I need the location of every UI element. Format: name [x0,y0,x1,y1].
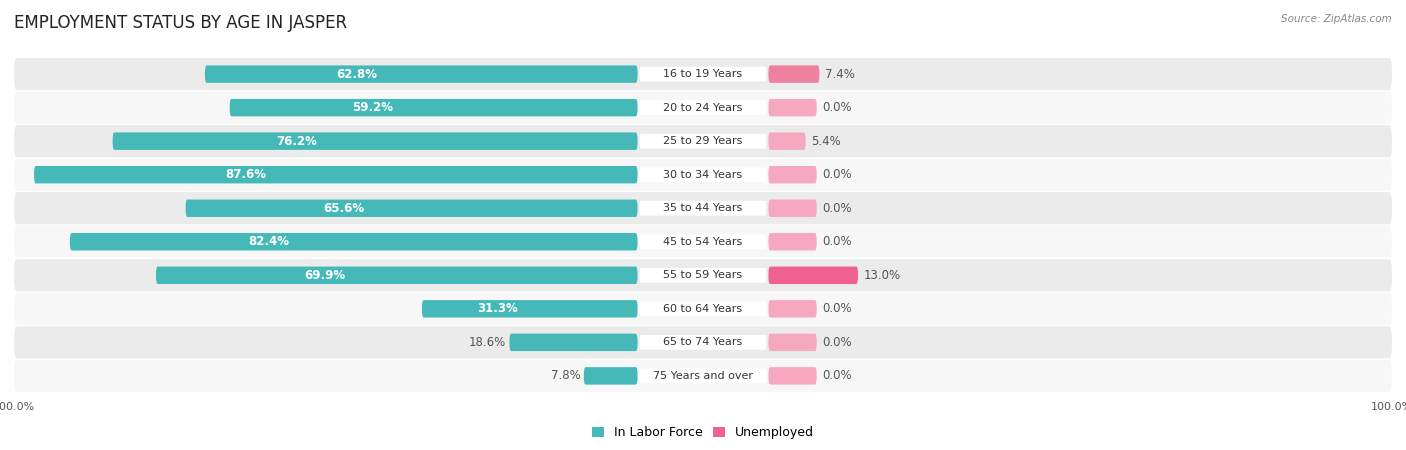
FancyBboxPatch shape [422,300,637,318]
Text: 0.0%: 0.0% [823,235,852,248]
FancyBboxPatch shape [769,99,817,117]
FancyBboxPatch shape [640,335,766,350]
Text: 7.4%: 7.4% [825,68,855,81]
FancyBboxPatch shape [14,326,1392,359]
FancyBboxPatch shape [14,58,1392,90]
Text: 0.0%: 0.0% [823,369,852,382]
Text: 7.8%: 7.8% [551,369,581,382]
Text: 0.0%: 0.0% [823,202,852,215]
FancyBboxPatch shape [583,367,637,385]
Text: 5.4%: 5.4% [811,135,841,148]
FancyBboxPatch shape [640,369,766,383]
FancyBboxPatch shape [769,166,817,184]
Text: 13.0%: 13.0% [863,269,901,282]
Text: 20 to 24 Years: 20 to 24 Years [664,103,742,112]
Text: 65 to 74 Years: 65 to 74 Years [664,338,742,347]
Text: 69.9%: 69.9% [304,269,344,282]
FancyBboxPatch shape [112,132,637,150]
Text: 35 to 44 Years: 35 to 44 Years [664,203,742,213]
FancyBboxPatch shape [640,201,766,216]
Text: 25 to 29 Years: 25 to 29 Years [664,136,742,146]
Text: 18.6%: 18.6% [468,336,506,349]
FancyBboxPatch shape [769,333,817,351]
FancyBboxPatch shape [14,192,1392,225]
FancyBboxPatch shape [70,233,637,251]
Text: 0.0%: 0.0% [823,302,852,315]
Text: 45 to 54 Years: 45 to 54 Years [664,237,742,247]
Text: 76.2%: 76.2% [276,135,316,148]
Text: Source: ZipAtlas.com: Source: ZipAtlas.com [1281,14,1392,23]
FancyBboxPatch shape [640,67,766,81]
Text: 59.2%: 59.2% [352,101,392,114]
FancyBboxPatch shape [229,99,637,117]
Text: 0.0%: 0.0% [823,336,852,349]
FancyBboxPatch shape [769,367,817,385]
FancyBboxPatch shape [14,225,1392,258]
FancyBboxPatch shape [14,158,1392,191]
Text: 16 to 19 Years: 16 to 19 Years [664,69,742,79]
Text: 60 to 64 Years: 60 to 64 Years [664,304,742,314]
FancyBboxPatch shape [14,125,1392,157]
Text: 0.0%: 0.0% [823,101,852,114]
FancyBboxPatch shape [509,333,637,351]
FancyBboxPatch shape [14,293,1392,325]
FancyBboxPatch shape [186,199,637,217]
FancyBboxPatch shape [14,259,1392,292]
Text: 87.6%: 87.6% [225,168,266,181]
FancyBboxPatch shape [640,134,766,149]
FancyBboxPatch shape [769,132,806,150]
Legend: In Labor Force, Unemployed: In Labor Force, Unemployed [586,422,820,445]
Text: 31.3%: 31.3% [477,302,517,315]
FancyBboxPatch shape [640,268,766,283]
FancyBboxPatch shape [156,266,637,284]
FancyBboxPatch shape [769,300,817,318]
FancyBboxPatch shape [14,360,1392,392]
Text: 65.6%: 65.6% [323,202,364,215]
FancyBboxPatch shape [34,166,637,184]
Text: 62.8%: 62.8% [336,68,377,81]
Text: 30 to 34 Years: 30 to 34 Years [664,170,742,180]
FancyBboxPatch shape [640,234,766,249]
Text: 0.0%: 0.0% [823,168,852,181]
FancyBboxPatch shape [769,266,858,284]
FancyBboxPatch shape [640,100,766,115]
Text: 82.4%: 82.4% [247,235,290,248]
FancyBboxPatch shape [205,65,637,83]
FancyBboxPatch shape [769,199,817,217]
Text: EMPLOYMENT STATUS BY AGE IN JASPER: EMPLOYMENT STATUS BY AGE IN JASPER [14,14,347,32]
FancyBboxPatch shape [769,65,820,83]
FancyBboxPatch shape [14,91,1392,124]
FancyBboxPatch shape [769,233,817,251]
Text: 75 Years and over: 75 Years and over [652,371,754,381]
Text: 55 to 59 Years: 55 to 59 Years [664,270,742,280]
FancyBboxPatch shape [640,167,766,182]
FancyBboxPatch shape [640,302,766,316]
